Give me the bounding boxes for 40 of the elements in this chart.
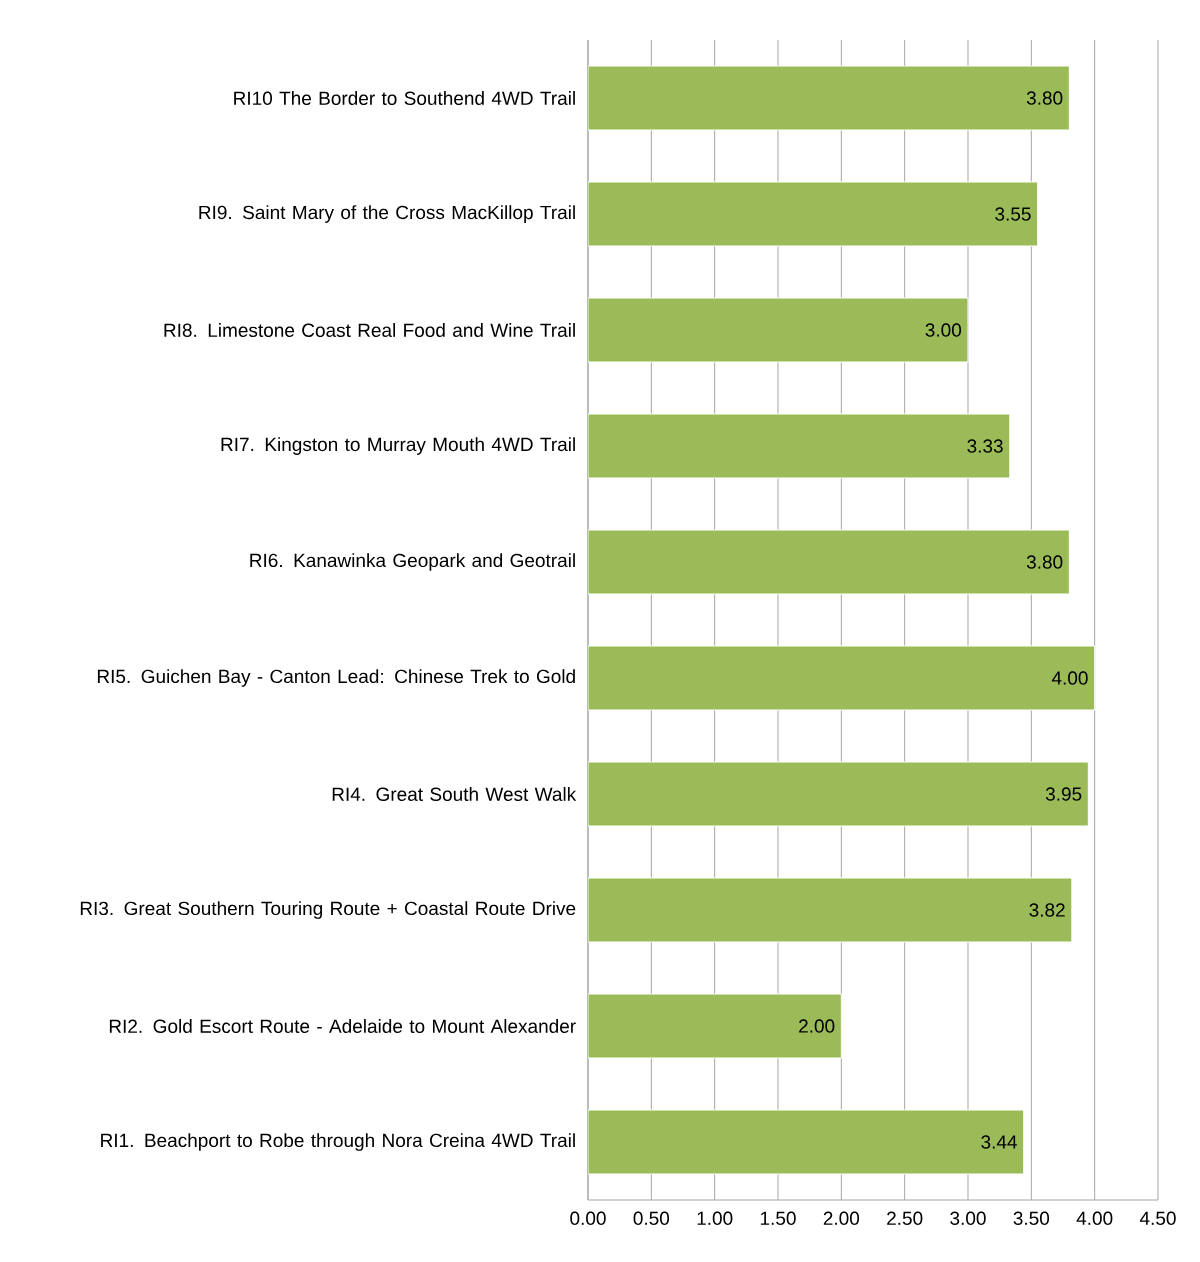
x-tick-label: 2.00 (823, 1211, 860, 1225)
bar (587, 993, 842, 1059)
x-tick-label: 1.00 (697, 1211, 733, 1225)
y-tick-label: RI5. Guichen Bay - Canton Lead: Chinese Trek to Gold (97, 669, 575, 687)
x-tick-label: 4.00 (1076, 1211, 1113, 1225)
data-label: 3.33 (967, 439, 1003, 453)
data-label: 4.00 (1051, 671, 1088, 685)
bar (587, 761, 1089, 827)
bar (587, 529, 1070, 595)
y-tick-label: RI1. Beachport to Robe through Nora Creina 4WD Trail (101, 1133, 575, 1151)
x-tick-label: 3.50 (1013, 1211, 1050, 1225)
data-label: 3.80 (1026, 91, 1063, 105)
y-tick-label: RI3. Great Southern Touring Route + Coastal Route Drive (80, 901, 576, 919)
data-label: 2.00 (799, 1019, 835, 1033)
bar (587, 413, 1011, 479)
y-tick-label: RI7. Kingston to Murray Mouth 4WD Trail (221, 437, 575, 455)
bar (587, 65, 1070, 131)
data-label: 3.82 (1029, 903, 1065, 917)
bar (587, 297, 969, 363)
bar (587, 645, 1096, 711)
data-label: 3.95 (1045, 787, 1082, 801)
x-tick-label: 4.50 (1139, 1211, 1176, 1225)
bar (587, 181, 1039, 247)
y-tick-label: RI9. Saint Mary of the Cross MacKillop Trail (199, 205, 575, 223)
y-tick-label: RI6. Kanawinka Geopark and Geotrail (250, 553, 575, 571)
x-tick-label: 2.50 (887, 1211, 923, 1225)
y-tick-label: RI2. Gold Escort Route - Adelaide to Mount Alexander (109, 1019, 576, 1033)
data-label: 3.55 (995, 207, 1031, 221)
y-tick-label: RI8. Limestone Coast Real Food and Wine Trail (164, 323, 575, 338)
data-label: 3.44 (981, 1135, 1017, 1149)
x-tick-label: 3.00 (950, 1211, 986, 1225)
y-tick-label: RI4. Great South West Walk (332, 787, 577, 801)
y-tick-label: RI10 The Border to Southend 4WD Trail (234, 91, 575, 106)
bar (587, 1109, 1025, 1175)
x-tick-label: 0.50 (633, 1211, 670, 1225)
x-tick-label: 1.50 (760, 1211, 796, 1225)
data-label: 3.00 (925, 323, 962, 337)
x-tick-label: 0.00 (570, 1211, 606, 1225)
bar (587, 877, 1073, 943)
data-label: 3.80 (1026, 555, 1063, 569)
